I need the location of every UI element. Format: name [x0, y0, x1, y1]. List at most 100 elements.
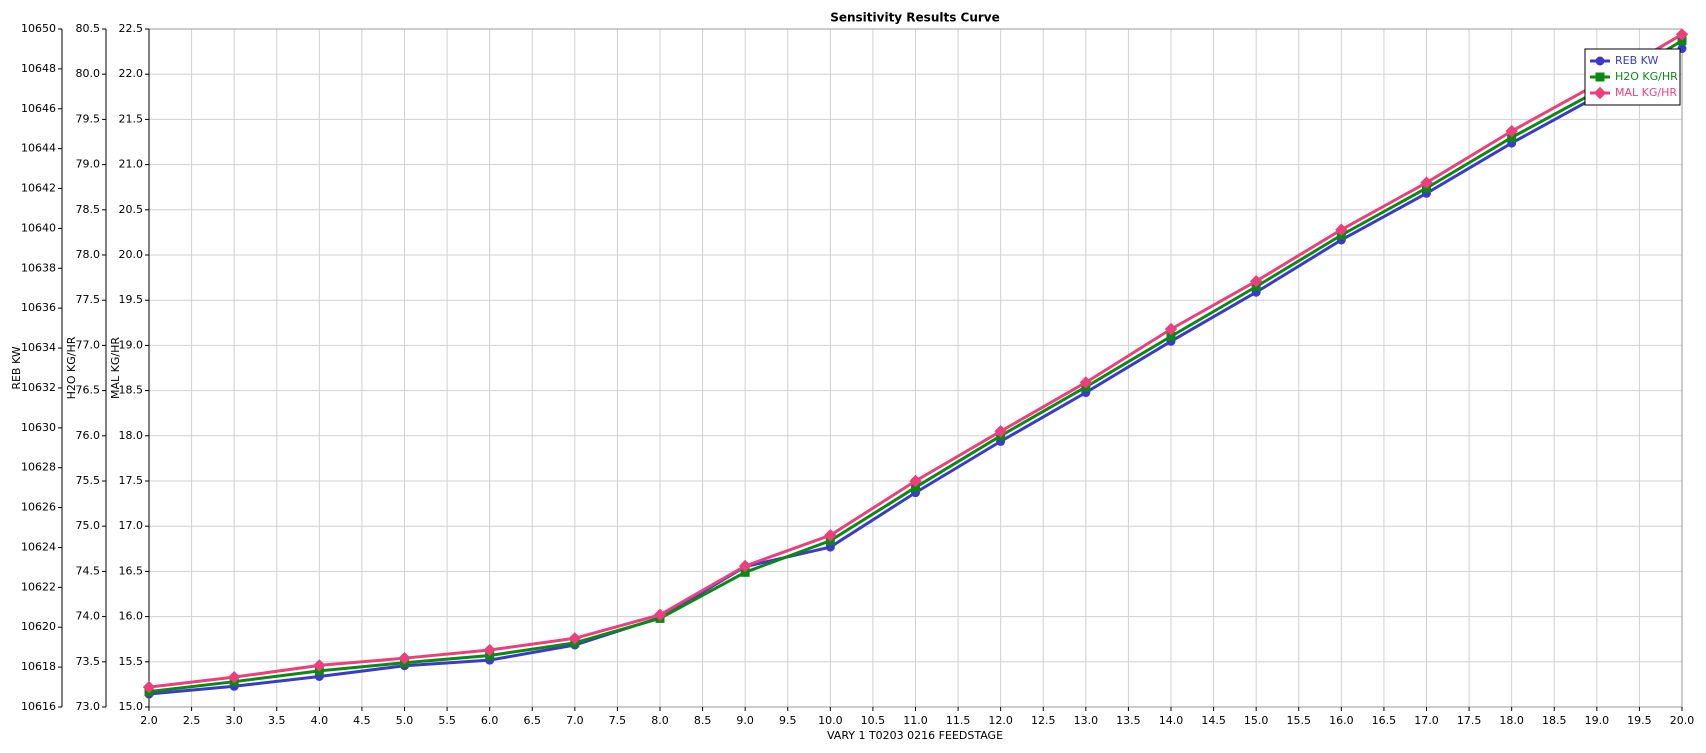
legend-label: H2O KG/HR — [1615, 70, 1678, 83]
y2-tick-label: 74.5 — [76, 564, 101, 577]
y2-tick-label: 79.5 — [76, 112, 101, 125]
point — [1079, 376, 1093, 389]
point — [824, 529, 837, 542]
point — [227, 670, 241, 684]
x-tick-label: 8.0 — [651, 714, 669, 727]
point — [568, 632, 582, 645]
point — [142, 680, 156, 694]
x-tick-label: 17.5 — [1457, 714, 1482, 727]
x-tick-label: 12.5 — [1031, 714, 1056, 727]
x-tick-label: 6.5 — [524, 714, 542, 727]
y-tick-label: 10634 — [21, 341, 56, 354]
point — [1164, 322, 1178, 336]
y-tick-label: 10642 — [21, 182, 56, 195]
x-tick-label: 2.0 — [140, 714, 158, 727]
x-tick-label: 19.5 — [1627, 714, 1652, 727]
y-tick-label: 10628 — [21, 461, 56, 474]
legend-marker — [1593, 86, 1607, 100]
point — [653, 608, 667, 621]
y2-tick-label: 75.5 — [76, 474, 101, 487]
y3-tick-label: 22.0 — [119, 67, 144, 80]
x-tick-label: 14.5 — [1201, 714, 1226, 727]
y2-tick-label: 79.0 — [76, 158, 101, 171]
y2-axis-title: H2O KG/HR — [65, 336, 78, 399]
y3-tick-label: 17.5 — [119, 474, 144, 487]
x-tick-label: 5.5 — [438, 714, 456, 727]
y3-tick-label: 20.5 — [119, 203, 144, 216]
y-tick-label: 10638 — [21, 261, 56, 274]
x-tick-label: 5.0 — [396, 714, 414, 727]
x-tick-label: 8.5 — [694, 714, 712, 727]
x-tick-label: 4.5 — [353, 714, 371, 727]
y3-tick-label: 19.5 — [119, 293, 144, 306]
y3-tick-label: 19.0 — [119, 338, 144, 351]
x-tick-label: 6.0 — [481, 714, 499, 727]
y-tick-label: 10624 — [21, 540, 56, 553]
x-tick-label: 15.0 — [1244, 714, 1269, 727]
legend-marker — [1595, 72, 1605, 82]
y2-tick-label: 77.5 — [76, 293, 101, 306]
point — [313, 659, 326, 672]
x-tick-label: 18.0 — [1499, 714, 1524, 727]
y3-tick-label: 21.0 — [119, 158, 144, 171]
y-tick-label: 10626 — [21, 501, 56, 514]
x-tick-label: 16.0 — [1329, 714, 1354, 727]
x-tick-label: 16.5 — [1372, 714, 1397, 727]
y3-tick-label: 20.0 — [119, 248, 144, 261]
y-tick-label: 10630 — [21, 421, 56, 434]
y2-tick-label: 73.5 — [76, 655, 101, 668]
x-tick-label: 19.0 — [1585, 714, 1610, 727]
point — [1420, 176, 1433, 189]
y2-tick-label: 80.5 — [76, 22, 101, 35]
y-tick-label: 10632 — [21, 381, 56, 394]
point — [1249, 275, 1263, 288]
y2-tick-label: 77.0 — [76, 338, 101, 351]
y2-tick-label: 76.0 — [76, 429, 101, 442]
x-tick-label: 9.0 — [736, 714, 754, 727]
y-tick-label: 10644 — [21, 142, 56, 155]
x-tick-label: 2.5 — [183, 714, 201, 727]
y-tick-label: 10646 — [21, 102, 56, 115]
y-tick-label: 10640 — [21, 221, 56, 234]
y2-tick-label: 76.5 — [76, 384, 101, 397]
x-tick-label: 7.5 — [609, 714, 627, 727]
y-tick-label: 10616 — [21, 700, 56, 713]
y-tick-label: 10622 — [21, 580, 56, 593]
point — [994, 425, 1007, 438]
point — [909, 474, 922, 488]
y3-tick-label: 18.0 — [119, 429, 144, 442]
y3-tick-label: 18.5 — [119, 384, 144, 397]
x-tick-label: 7.0 — [566, 714, 584, 727]
y-tick-label: 10650 — [21, 22, 56, 35]
y-tick-label: 10620 — [21, 620, 56, 633]
y3-tick-label: 16.5 — [119, 564, 144, 577]
y-axis-title: REB KW — [10, 346, 23, 389]
y-tick-label: 10636 — [21, 301, 56, 314]
legend-label: MAL KG/HR — [1615, 86, 1677, 99]
legend-marker — [1595, 56, 1605, 66]
x-tick-label: 10.5 — [861, 714, 886, 727]
x-tick-label: 18.5 — [1542, 714, 1567, 727]
y3-tick-label: 21.5 — [119, 112, 144, 125]
x-tick-label: 4.0 — [311, 714, 329, 727]
x-tick-label: 11.5 — [946, 714, 971, 727]
y2-tick-label: 78.5 — [76, 203, 101, 216]
x-tick-label: 13.0 — [1074, 714, 1099, 727]
y3-axis-title: MAL KG/HR — [109, 337, 122, 399]
point — [1675, 28, 1689, 41]
x-tick-label: 14.0 — [1159, 714, 1184, 727]
point — [738, 559, 752, 573]
y3-tick-label: 17.0 — [119, 519, 144, 532]
y3-tick-label: 22.5 — [119, 22, 144, 35]
x-tick-label: 9.5 — [779, 714, 797, 727]
legend-label: REB KW — [1615, 54, 1658, 67]
x-tick-label: 17.0 — [1414, 714, 1439, 727]
point — [1335, 223, 1348, 236]
x-tick-label: 13.5 — [1116, 714, 1141, 727]
x-tick-label: 11.0 — [903, 714, 928, 727]
y2-tick-label: 73.0 — [76, 700, 101, 713]
x-tick-label: 20.0 — [1670, 714, 1695, 727]
y2-tick-label: 74.0 — [76, 610, 101, 623]
